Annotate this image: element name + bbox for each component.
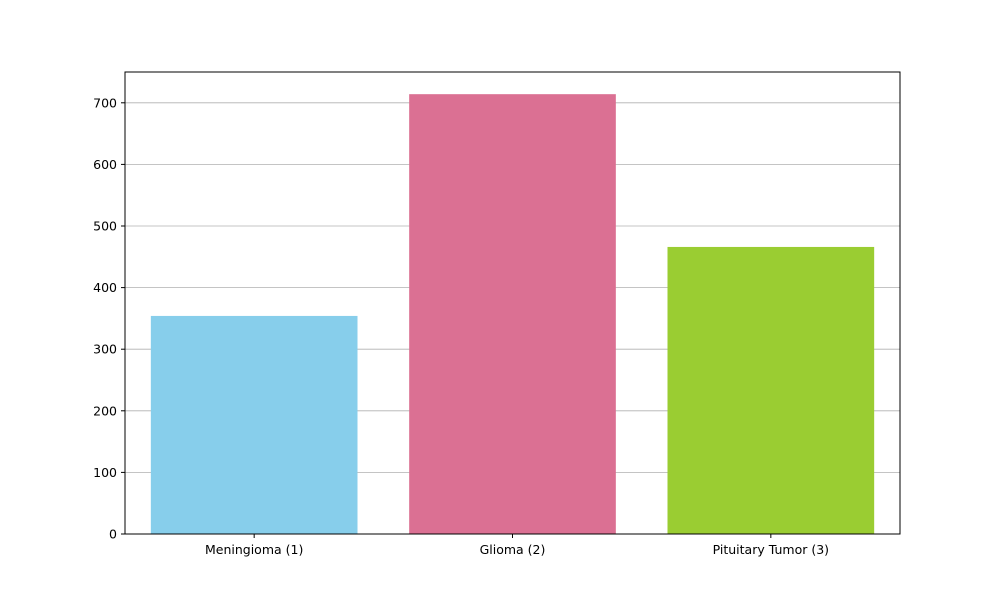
y-tick-label: 700 — [93, 95, 117, 110]
x-tick-label: Glioma (2) — [480, 542, 546, 557]
bar — [667, 246, 875, 534]
y-axis-ticks: 0 100 200 300 400 500 600 700 — [93, 95, 125, 542]
y-tick-label: 100 — [93, 465, 117, 480]
bar — [150, 315, 358, 534]
bars — [150, 94, 875, 535]
y-tick-label: 500 — [93, 219, 117, 234]
y-tick-label: 200 — [93, 403, 117, 418]
y-tick-label: 300 — [93, 342, 117, 357]
x-tick-label: Pituitary Tumor (3) — [713, 542, 829, 557]
y-tick-label: 600 — [93, 157, 117, 172]
bar — [409, 94, 616, 535]
y-tick-label: 0 — [109, 527, 117, 542]
y-tick-label: 400 — [93, 280, 117, 295]
x-tick-label: Meningioma (1) — [205, 542, 303, 557]
x-axis-ticks: Meningioma (1) Glioma (2) Pituitary Tumor … — [205, 534, 829, 557]
